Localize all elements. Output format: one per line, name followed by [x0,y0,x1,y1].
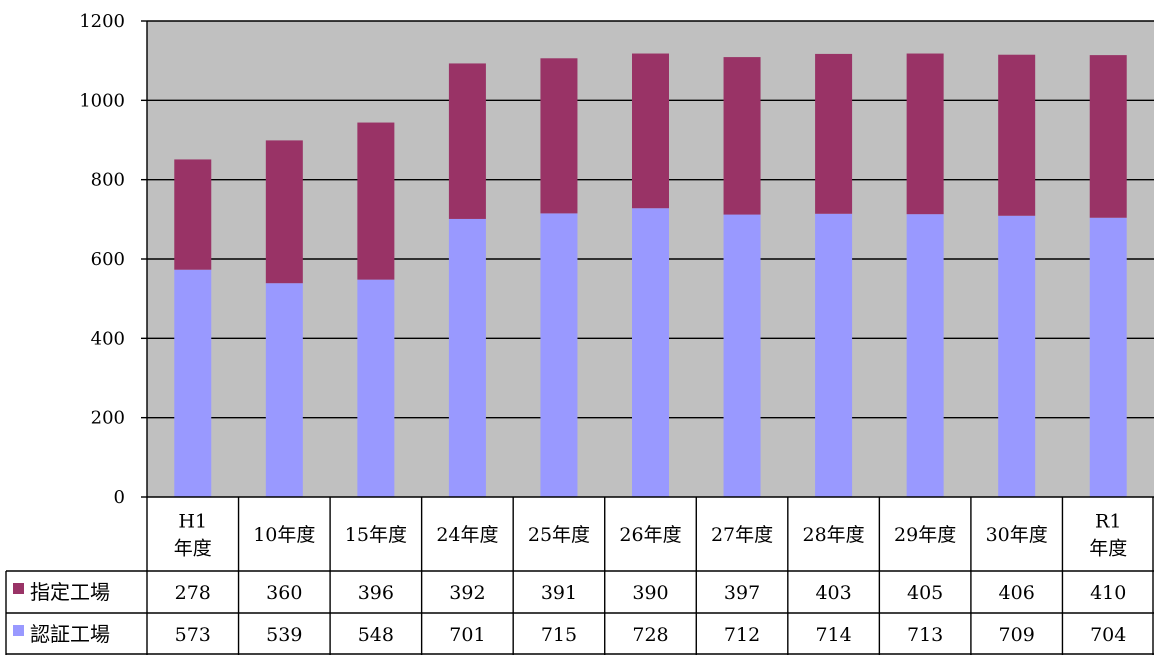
table-cell-value: 712 [724,624,760,646]
table-cell-value: 410 [1090,582,1126,604]
x-category-label: H1 [178,511,207,533]
bar-ninsho-9 [998,215,1036,497]
table-cell-value: 392 [449,582,485,604]
table-cell-value: 403 [815,582,851,604]
x-category-label: R1 [1095,511,1121,533]
x-category-label: 年度 [174,538,212,560]
y-tick-label: 1000 [79,90,125,111]
bar-ninsho-10 [1089,217,1127,497]
x-category-label: 30年度 [986,524,1048,546]
bar-ninsho-7 [815,213,853,497]
table-cell-value: 714 [815,624,851,646]
bar-shitei-8 [906,53,944,215]
bar-ninsho-2 [357,279,395,497]
table-cell-value: 405 [907,582,943,604]
table-cell-value: 704 [1090,624,1126,646]
bar-ninsho-3 [448,218,486,498]
table-cell-value: 391 [541,582,577,604]
bar-shitei-5 [632,53,669,209]
y-axis: 0 200 400 600 800 1000 1200 [79,11,148,508]
table-cell-value: 548 [358,624,394,646]
bar-shitei-4 [540,58,578,214]
table-cell-value: 406 [999,582,1035,604]
bar-shitei-6 [723,57,761,215]
table-cell-value: 360 [266,582,302,604]
y-tick-label: 0 [114,487,125,508]
y-tick-label: 200 [91,408,125,429]
x-category-label: 27年度 [711,524,773,546]
table-cell-value: 278 [175,582,211,604]
y-tick-label: 1200 [79,11,125,32]
bar-shitei-9 [998,54,1036,216]
x-category-label: 25年度 [528,524,590,546]
table-cell-value: 397 [724,582,760,604]
x-category-label: 10年度 [253,524,315,546]
bar-shitei-0 [174,159,212,270]
table-cell-value: 715 [541,624,577,646]
bar-ninsho-5 [632,208,669,497]
x-category-label: 年度 [1089,538,1127,560]
bar-ninsho-1 [265,283,303,497]
legend-label: 認証工場 [30,622,110,646]
bar-shitei-10 [1089,55,1127,218]
bar-ninsho-8 [906,214,944,497]
table-cell-value: 539 [266,624,302,646]
y-tick-label: 400 [91,328,125,349]
y-tick-label: 600 [91,249,125,270]
table-cell-value: 396 [358,582,394,604]
bar-shitei-2 [357,122,395,280]
y-tick-label: 800 [91,170,125,191]
x-category-label: 28年度 [802,524,864,546]
x-category-label: 29年度 [894,524,956,546]
x-category-label: 15年度 [345,524,407,546]
data-table: H1 年度 10年度 15年度 24年度 25年度 26年度 27年度 28年度 29年度 30年度… [5,496,1154,655]
legend-swatch [13,625,24,636]
table-cell-value: 390 [632,582,668,604]
bar-ninsho-4 [540,213,578,497]
bar-shitei-1 [265,140,303,284]
bar-ninsho-0 [174,269,212,497]
bars [174,53,1127,498]
bar-ninsho-6 [723,214,761,497]
table-cell-value: 709 [999,624,1035,646]
table-cell-value: 728 [632,624,668,646]
table-cell-value: 573 [175,624,211,646]
x-category-label: 24年度 [436,524,498,546]
x-category-label: 26年度 [619,524,681,546]
table-cell-value: 701 [449,624,485,646]
legend-swatch [13,583,24,594]
legend-label: 指定工場 [30,580,110,604]
bar-shitei-3 [448,63,486,219]
table-cell-value: 713 [907,624,943,646]
bar-shitei-7 [815,53,853,214]
